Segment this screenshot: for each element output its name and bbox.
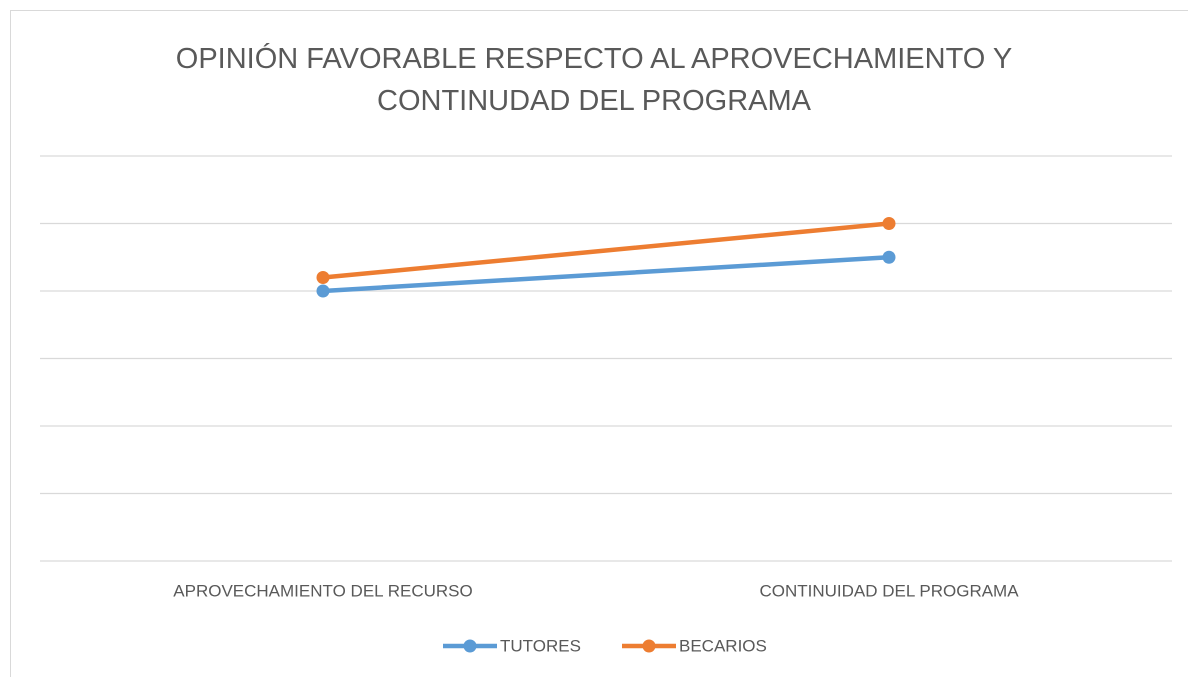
data-point (882, 217, 896, 230)
data-point (316, 284, 330, 298)
series-line (320, 221, 892, 280)
legend-marker (642, 639, 656, 653)
legend-marker (463, 639, 477, 653)
chart-title: OPINIÓN FAVORABLE RESPECTO AL APROVECHAM… (175, 43, 1013, 117)
x-tick-label: APROVECHAMIENTO DEL RECURSO (173, 581, 472, 600)
data-point (882, 250, 896, 264)
series-line (320, 255, 892, 294)
legend-label: TUTORES (500, 636, 581, 655)
x-tick-label: CONTINUIDAD DEL PROGRAMA (759, 581, 1019, 600)
data-point (316, 271, 330, 284)
legend-label: BECARIOS (679, 636, 767, 655)
chart-border (10, 10, 1188, 677)
